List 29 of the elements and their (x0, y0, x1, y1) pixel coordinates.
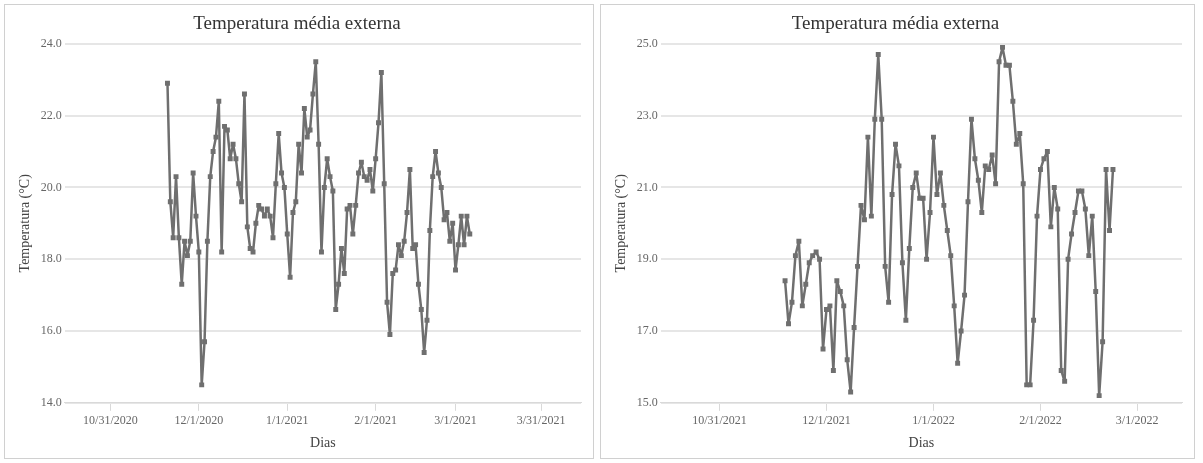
y-tick-label: 25.0 (636, 35, 658, 50)
x-tick-label: 3/1/2022 (1115, 413, 1159, 428)
x-tick-label: 10/31/2020 (83, 413, 138, 428)
y-tick-label: 15.0 (636, 394, 658, 409)
y-tick-label: 14.0 (40, 394, 62, 409)
x-tick-label: 10/31/2021 (692, 413, 747, 428)
y-tick-label: 17.0 (636, 323, 658, 338)
x-tick-label: 12/1/2020 (174, 413, 224, 428)
y-tick-label: 23.0 (636, 107, 658, 122)
x-tick-label: 2/1/2021 (354, 413, 397, 428)
x-tick-label: 12/1/2021 (802, 413, 851, 428)
y-tick-label: 22.0 (40, 107, 62, 122)
y-tick-label: 21.0 (636, 179, 658, 194)
x-tick-label: 3/1/2021 (434, 413, 477, 428)
chart-title: Temperatura média externa (791, 12, 1000, 34)
y-tick-label: 20.0 (40, 179, 62, 194)
y-tick-label: 24.0 (40, 35, 62, 50)
y-axis-title: Temperatura (°C) (17, 173, 34, 273)
x-axis-title: Dias (310, 435, 336, 451)
y-axis-title: Temperatura (°C) (613, 173, 630, 273)
x-axis-title: Dias (908, 435, 935, 451)
x-tick-label: 1/1/2022 (912, 413, 955, 428)
y-tick-label: 16.0 (40, 323, 62, 338)
y-tick-label: 19.0 (636, 251, 658, 266)
chart-title: Temperatura média externa (193, 12, 402, 34)
x-tick-label: 2/1/2022 (1019, 413, 1062, 428)
x-tick-label: 3/31/2021 (516, 413, 566, 428)
y-tick-label: 18.0 (40, 251, 62, 266)
x-tick-label: 1/1/2021 (265, 413, 309, 428)
